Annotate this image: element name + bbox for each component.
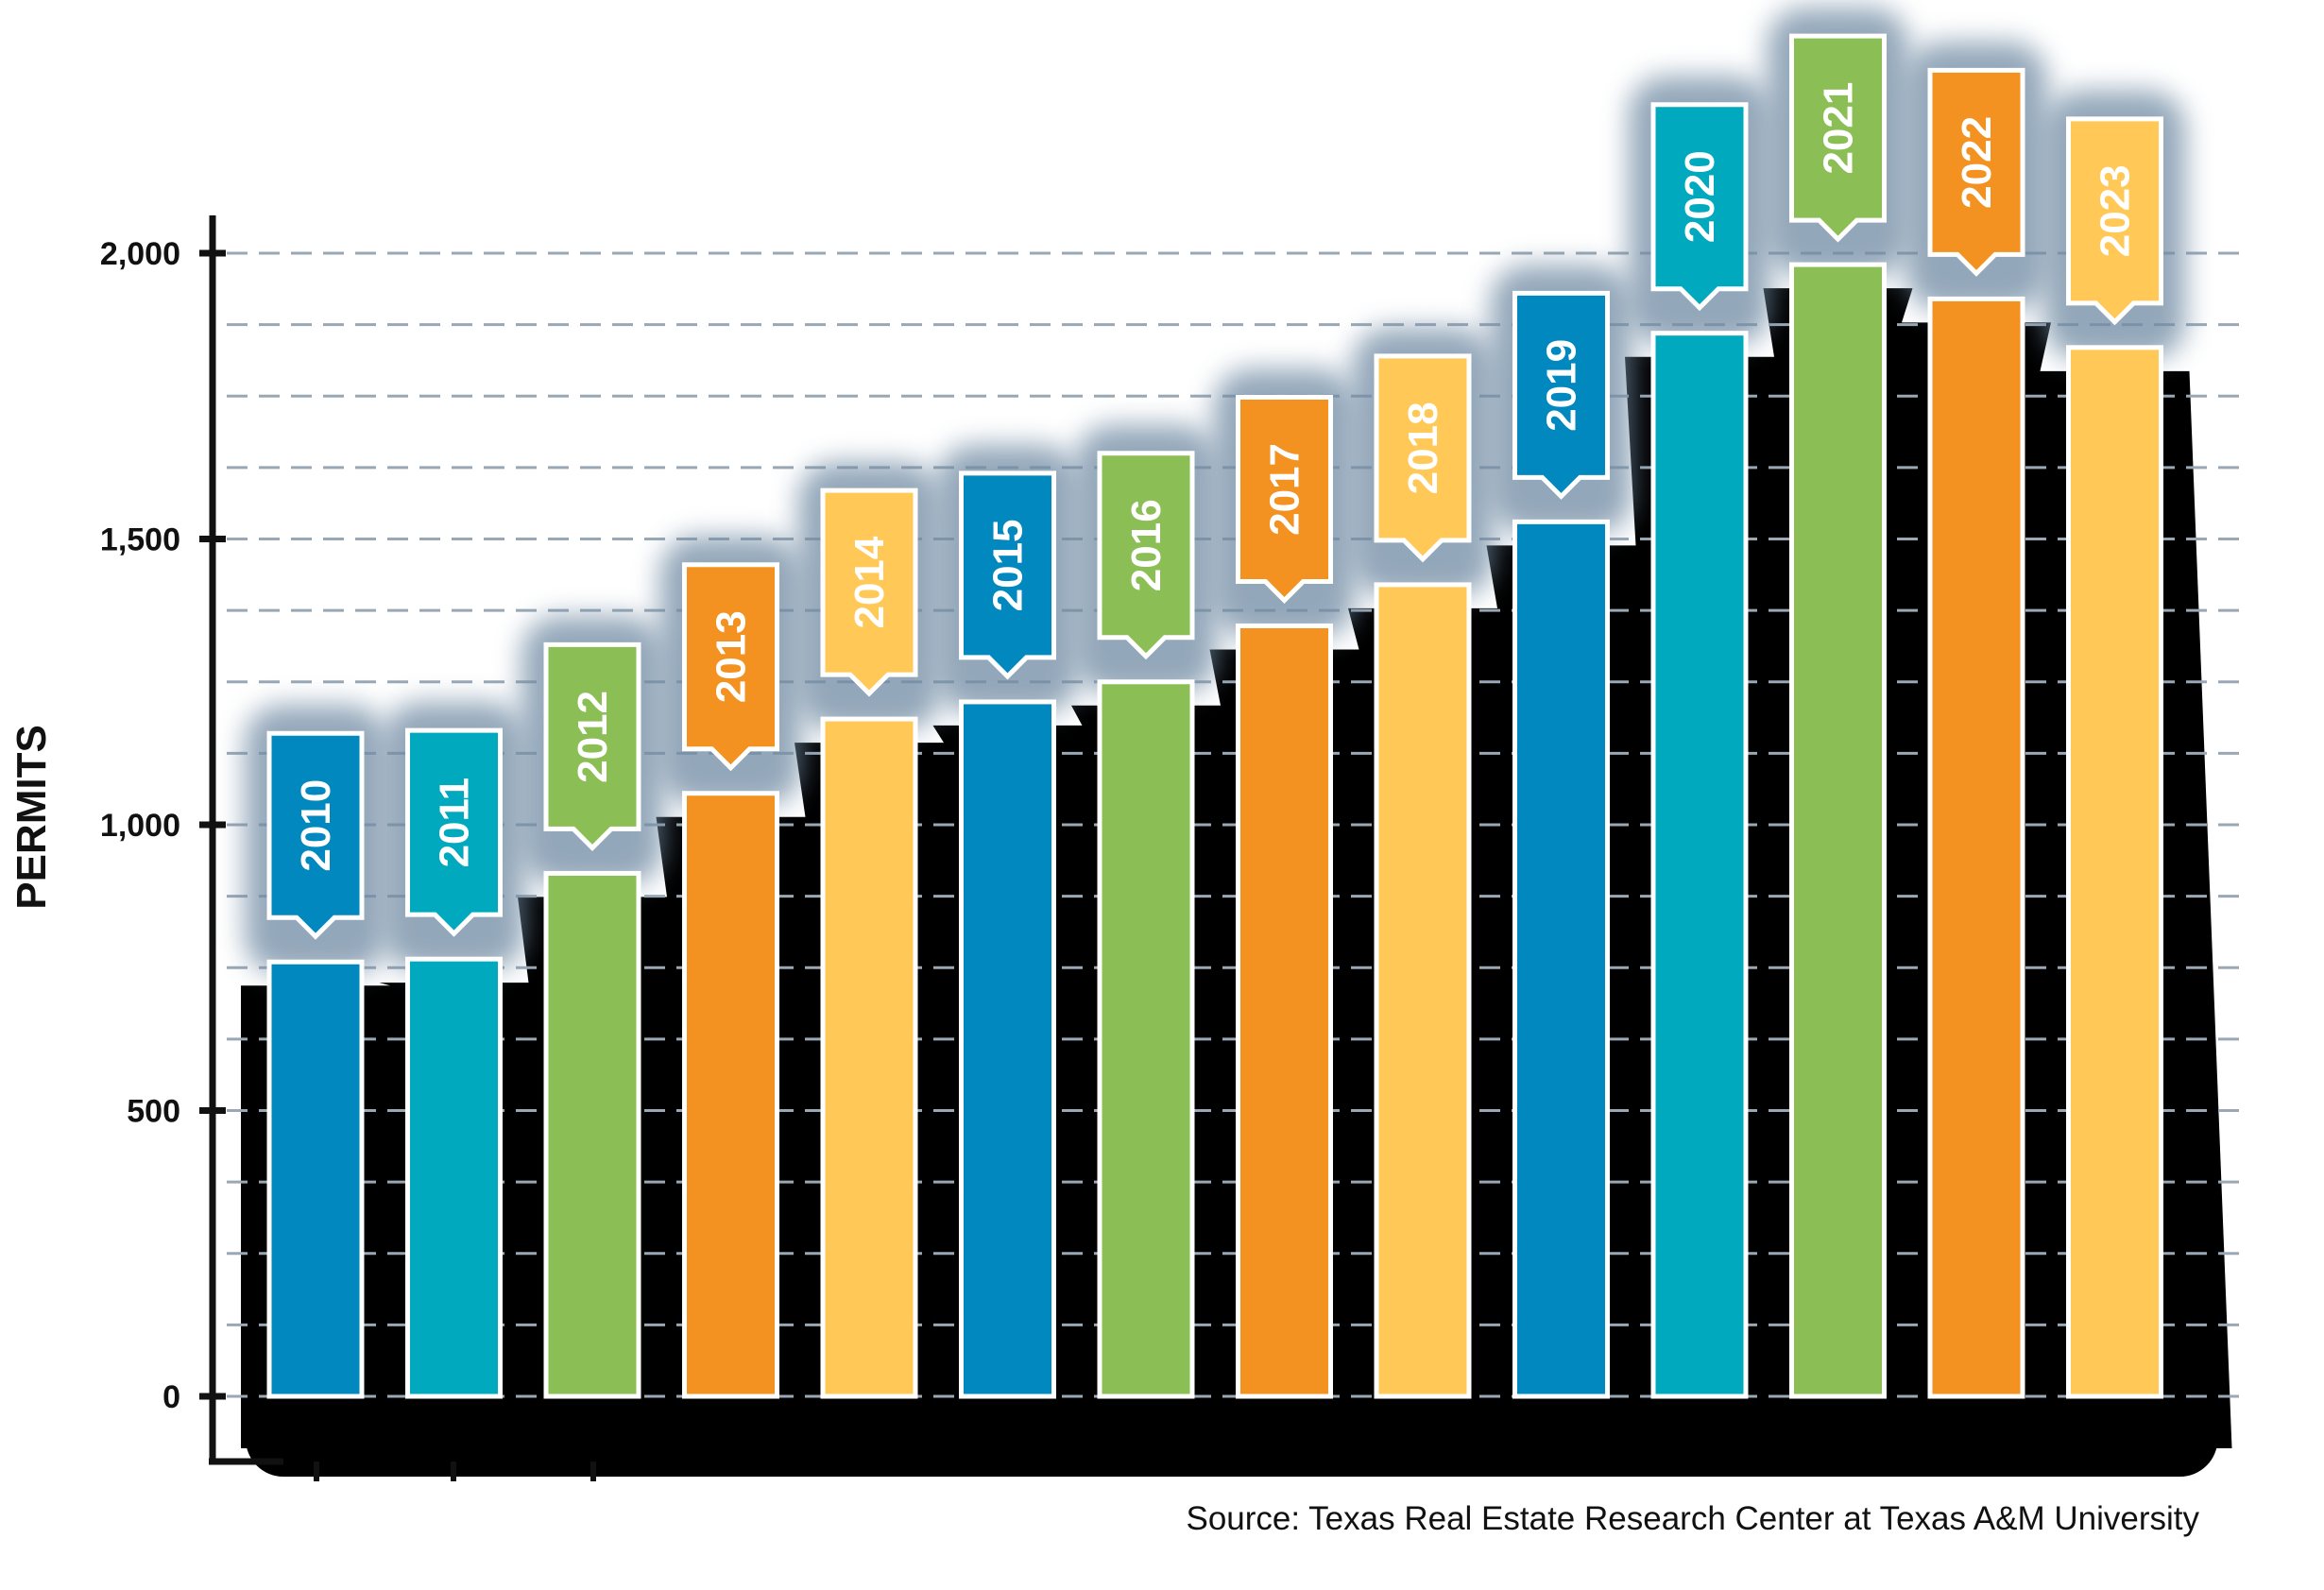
bar-2020 [1650, 331, 1749, 1399]
year-callout [1650, 102, 1749, 312]
year-callout [959, 470, 1056, 680]
y-axis-label: PERMITS [9, 725, 55, 910]
y-tick-label: 2,000 [100, 236, 180, 272]
bar-2019 [1512, 519, 1610, 1399]
year-label: 2014 [846, 536, 893, 628]
bar-2014 [820, 716, 918, 1399]
year-label: 2017 [1262, 443, 1308, 536]
year-label: 2011 [432, 778, 478, 867]
year-label: 2015 [985, 519, 1032, 611]
year-label: 2016 [1123, 499, 1170, 591]
year-callout [1512, 290, 1610, 500]
year-label: 2012 [570, 691, 616, 783]
bar-2021 [1789, 262, 1887, 1399]
year-label: 2022 [1954, 116, 2000, 209]
bar-2011 [405, 956, 503, 1399]
year-callout [1236, 394, 1333, 604]
year-callout [405, 727, 503, 937]
year-label: 2021 [1816, 82, 1862, 175]
y-axis: PERMITS 0 500 1,000 1,500 2,000 [9, 215, 596, 1481]
bar-2022 [1927, 296, 2025, 1399]
year-callout [1097, 451, 1195, 660]
base-shadow [246, 1387, 2218, 1477]
y-tick-label: 1,500 [100, 522, 180, 558]
y-tick-label: 500 [127, 1094, 180, 1130]
year-label: 2018 [1400, 402, 1446, 494]
year-label: 2010 [293, 779, 339, 872]
y-tick-label: 0 [162, 1379, 180, 1415]
bar-2018 [1374, 582, 1472, 1399]
year-callout [1789, 33, 1887, 243]
bar-2015 [959, 699, 1056, 1399]
bar-2013 [682, 791, 779, 1399]
bar-2023 [2066, 345, 2163, 1399]
bars: 2010 2011 2012 2013 2014 2015 2016 2017 2018 2019… [266, 33, 2163, 1399]
year-callout [1374, 353, 1472, 563]
year-label: 2023 [2093, 164, 2139, 257]
year-label: 2020 [1677, 150, 1723, 243]
bar-2016 [1097, 679, 1195, 1399]
year-callout [682, 562, 779, 772]
year-callout [1927, 67, 2025, 277]
bar-2012 [543, 870, 641, 1399]
year-label: 2013 [709, 610, 755, 703]
bar-2017 [1236, 623, 1333, 1399]
year-callout [266, 730, 365, 940]
year-callout [820, 487, 918, 697]
year-label: 2019 [1539, 339, 1585, 432]
bar-2010 [266, 959, 365, 1399]
y-tick-label: 1,000 [100, 808, 180, 844]
year-callout [543, 641, 641, 851]
source-note: Source: Texas Real Estate Research Cente… [1186, 1500, 2199, 1537]
year-callout [2066, 116, 2163, 326]
